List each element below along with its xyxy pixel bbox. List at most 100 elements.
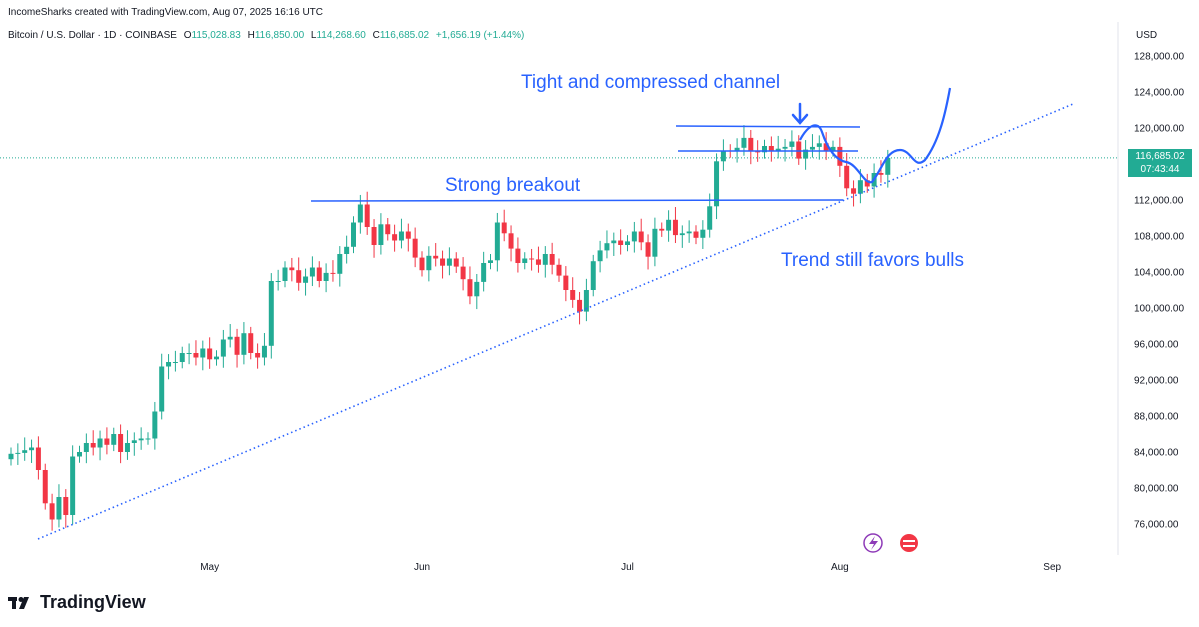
candle-body[interactable] (535, 259, 541, 265)
candle-body[interactable] (49, 503, 55, 520)
candle-body[interactable] (604, 243, 610, 251)
candle-body[interactable] (186, 353, 192, 354)
candle-body[interactable] (782, 146, 788, 149)
candle-body[interactable] (467, 279, 473, 297)
candle-body[interactable] (577, 299, 583, 312)
candle-body[interactable] (796, 141, 802, 159)
candle-body[interactable] (837, 146, 843, 166)
channel-top-line[interactable] (675, 125, 861, 128)
candle-body[interactable] (474, 281, 480, 297)
candle-body[interactable] (563, 275, 569, 290)
candle-body[interactable] (152, 411, 158, 439)
candle-body[interactable] (762, 146, 767, 153)
candle-body[interactable] (344, 246, 350, 254)
candle-body[interactable] (282, 267, 288, 282)
breakout-level-line[interactable] (310, 199, 844, 202)
candle-body[interactable] (90, 443, 96, 448)
candle-body[interactable] (172, 362, 178, 363)
candle-body[interactable] (166, 362, 172, 367)
candle-body[interactable] (700, 229, 706, 238)
candle-body[interactable] (741, 137, 747, 148)
candle-body[interactable] (248, 333, 254, 353)
candle-body[interactable] (241, 333, 247, 355)
candle-body[interactable] (131, 440, 137, 443)
candle-body[interactable] (583, 290, 589, 312)
candle-body[interactable] (830, 146, 836, 151)
candle-body[interactable] (412, 238, 418, 258)
candle-body[interactable] (159, 366, 165, 412)
candle-body[interactable] (755, 151, 761, 153)
candle-body[interactable] (371, 227, 377, 245)
candle-body[interactable] (234, 336, 240, 355)
candle-body[interactable] (15, 452, 21, 454)
candle-body[interactable] (707, 206, 713, 230)
candle-body[interactable] (22, 450, 28, 453)
candle-body[interactable] (618, 240, 624, 246)
candle-body[interactable] (666, 219, 672, 231)
candle-body[interactable] (357, 204, 363, 223)
us-flag-icon[interactable] (900, 534, 918, 552)
candle-body[interactable] (385, 224, 391, 235)
candle-body[interactable] (851, 188, 857, 194)
candle-body[interactable] (570, 290, 576, 300)
candle-body[interactable] (124, 443, 130, 452)
candle-body[interactable] (844, 165, 850, 189)
candle-body[interactable] (679, 233, 685, 236)
candle-body[interactable] (809, 146, 815, 150)
candle-body[interactable] (515, 248, 521, 263)
candle-body[interactable] (789, 141, 795, 147)
candle-body[interactable] (734, 147, 740, 152)
candle-body[interactable] (200, 348, 206, 358)
candle-body[interactable] (426, 255, 432, 271)
candle-body[interactable] (481, 263, 487, 282)
candle-body[interactable] (748, 137, 754, 152)
candle-body[interactable] (714, 161, 720, 207)
candle-body[interactable] (549, 254, 555, 265)
candle-body[interactable] (97, 438, 103, 448)
candle-body[interactable] (686, 231, 692, 234)
candle-body[interactable] (323, 272, 329, 281)
candle-body[interactable] (556, 264, 562, 276)
candle-body[interactable] (296, 270, 302, 283)
candle-body[interactable] (111, 434, 117, 445)
candle-body[interactable] (227, 336, 233, 340)
candle-body[interactable] (803, 149, 809, 159)
currency-label[interactable]: USD (1136, 30, 1158, 41)
symbol-title[interactable]: Bitcoin / U.S. Dollar · 1D · COINBASE (8, 30, 177, 41)
candle-body[interactable] (261, 345, 267, 358)
candle-body[interactable] (433, 255, 439, 259)
candle-body[interactable] (652, 228, 658, 257)
candle-body[interactable] (542, 254, 548, 265)
candle-body[interactable] (645, 242, 651, 257)
candle-body[interactable] (337, 254, 343, 274)
tradingview-logo[interactable]: TradingView (8, 592, 146, 613)
candle-body[interactable] (8, 453, 14, 460)
candle-body[interactable] (659, 228, 665, 231)
candle-body[interactable] (83, 443, 89, 452)
candle-body[interactable] (672, 219, 678, 236)
candle-body[interactable] (398, 231, 404, 241)
candle-body[interactable] (446, 258, 452, 266)
candle-body[interactable] (289, 267, 295, 271)
candle-body[interactable] (35, 447, 41, 471)
candle-body[interactable] (768, 146, 774, 151)
candle-body[interactable] (77, 452, 82, 457)
candle-body[interactable] (70, 456, 76, 516)
candle-body[interactable] (392, 234, 398, 241)
candle-body[interactable] (878, 173, 884, 175)
candle-body[interactable] (29, 447, 35, 451)
candle-body[interactable] (857, 180, 863, 194)
candle-body[interactable] (823, 143, 829, 151)
candle-body[interactable] (405, 231, 411, 239)
candle-body[interactable] (440, 258, 446, 266)
candle-body[interactable] (378, 224, 384, 245)
candle-body[interactable] (885, 157, 891, 175)
candle-body[interactable] (611, 240, 617, 244)
candle-body[interactable] (364, 204, 370, 228)
candle-body[interactable] (193, 353, 199, 358)
candle-body[interactable] (590, 261, 596, 290)
candle-body[interactable] (816, 143, 822, 147)
candle-body[interactable] (529, 258, 535, 260)
candle-body[interactable] (303, 276, 309, 283)
